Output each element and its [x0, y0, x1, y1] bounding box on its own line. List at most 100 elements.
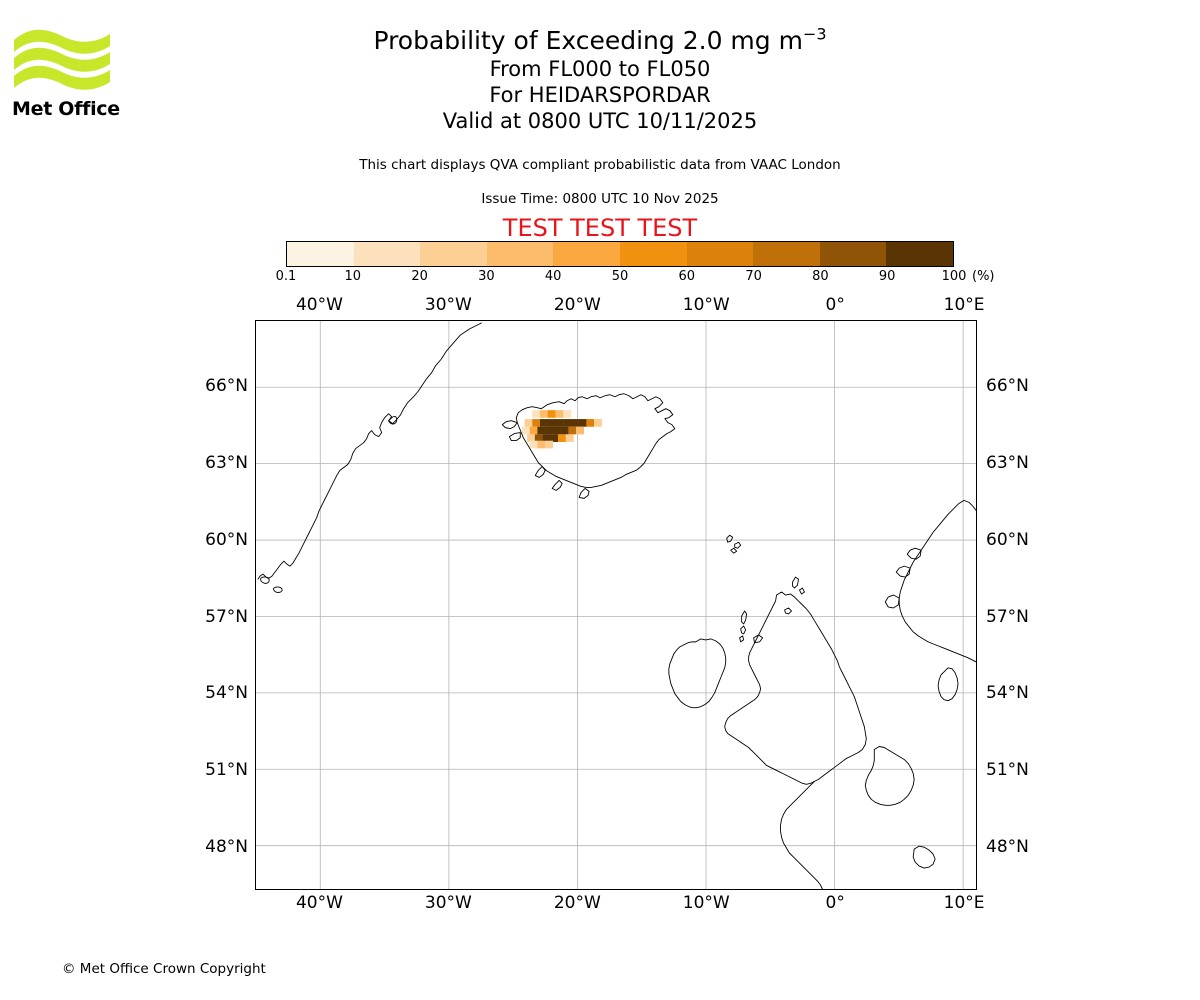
page-title: Probability of Exceeding 2.0 mg m−3: [0, 26, 1200, 56]
valid-time-line: Valid at 0800 UTC 10/11/2025: [442, 109, 758, 133]
probability-cell: [524, 419, 533, 427]
colorbar-band-3: [486, 242, 554, 266]
colorbar-tick-20: 20: [411, 269, 428, 284]
lon-label-10°W: 10°W: [682, 295, 730, 315]
probability-cell: [594, 419, 602, 427]
probability-cell: [547, 419, 556, 427]
test-banner: TEST TEST TEST: [502, 214, 698, 242]
colorbar-tick-10: 10: [344, 269, 362, 284]
colorbar-unit-label: (%): [972, 269, 995, 284]
colorbar-band-7: [753, 242, 820, 266]
page-title-exponent: −3: [802, 24, 827, 44]
colorbar-tick-60: 60: [678, 269, 696, 284]
colorbar-band-0: [287, 242, 354, 266]
colorbar-tick-90: 90: [878, 269, 896, 284]
colorbar-tick-70: 70: [745, 269, 762, 284]
probability-cell: [545, 440, 554, 449]
colorbar-bands: [286, 241, 954, 267]
lat-label-left-57°N: 57°N: [205, 606, 248, 627]
lat-label-left-51°N: 51°N: [205, 759, 248, 780]
flight-level-line: From FL000 to FL050: [489, 57, 711, 81]
lat-label-right-51°N: 51°N: [986, 759, 1029, 780]
probability-cell: [537, 440, 546, 449]
probability-cell: [555, 419, 564, 427]
probability-cell: [550, 434, 559, 442]
lat-label-right-54°N: 54°N: [986, 683, 1029, 704]
probability-cell: [542, 434, 551, 442]
probability-cell: [570, 419, 579, 427]
probability-cell: [552, 426, 561, 435]
lon-label-40°W: 40°W: [295, 295, 343, 315]
probability-cell: [586, 419, 595, 427]
map-gridlines: [256, 321, 976, 889]
copyright-notice: © Met Office Crown Copyright: [62, 961, 266, 977]
lon-label-10°E: 10°E: [943, 893, 985, 913]
lat-label-right-48°N: 48°N: [986, 836, 1029, 857]
ash-probability-cells: [522, 410, 602, 449]
colorbar-band-6: [686, 242, 754, 266]
page-title-text: Probability of Exceeding 2.0 mg m: [373, 26, 803, 55]
probability-cell: [532, 419, 541, 427]
probability-cell: [547, 410, 556, 418]
colorbar-tick-labels: 0.1 10 20 30 40 50 60 70 80 90 100: [276, 269, 967, 287]
colorbar-band-4: [553, 242, 620, 266]
location-line: For HEIDARSPORDAR: [489, 83, 711, 107]
colorbar-tick-0.1: 0.1: [275, 269, 297, 284]
lat-label-right-63°N: 63°N: [986, 453, 1029, 474]
probability-cell: [563, 419, 572, 427]
lon-label-20°W: 20°W: [553, 893, 601, 913]
probability-cell: [529, 426, 538, 435]
probability-cell: [534, 434, 543, 442]
lat-label-left-54°N: 54°N: [205, 683, 248, 704]
title-block: Probability of Exceeding 2.0 mg m−3 From…: [0, 26, 1200, 134]
colorbar-band-9: [886, 242, 953, 266]
probability-cell: [540, 419, 548, 427]
colorbar-tick-30: 30: [478, 269, 495, 284]
lon-label-0°: 0°: [825, 295, 845, 315]
colorbar-tick-40: 40: [544, 269, 562, 284]
qva-note: This chart displays QVA compliant probab…: [359, 157, 841, 173]
issue-time: Issue Time: 0800 UTC 10 Nov 2025: [481, 191, 719, 207]
lon-label-10°W: 10°W: [682, 893, 730, 913]
colorbar-tick-50: 50: [611, 269, 629, 284]
probability-cell: [545, 426, 554, 435]
probability-cell: [558, 434, 566, 442]
probability-cell: [537, 426, 546, 435]
probability-cell: [527, 434, 536, 442]
lon-label-0°: 0°: [825, 893, 845, 913]
map-plot-area: [255, 320, 977, 890]
probability-cell: [529, 440, 538, 449]
coastlines: [257, 322, 976, 889]
lat-label-left-66°N: 66°N: [205, 376, 248, 397]
met-office-logo: Met Office: [12, 24, 122, 120]
lon-label-30°W: 30°W: [424, 893, 472, 913]
colorbar-band-1: [353, 242, 421, 266]
logo-brand-text: Met Office: [12, 98, 120, 120]
lat-label-right-57°N: 57°N: [986, 606, 1029, 627]
probability-cell: [555, 410, 564, 418]
probability-cell: [540, 410, 548, 418]
lat-label-right-60°N: 60°N: [986, 529, 1029, 550]
lat-label-left-60°N: 60°N: [205, 529, 248, 550]
lon-label-20°W: 20°W: [553, 295, 601, 315]
colorbar-tick-100: 100: [941, 269, 967, 284]
probability-cell: [576, 426, 584, 435]
colorbar-band-5: [619, 242, 687, 266]
logo-waves-icon: [14, 29, 110, 90]
lon-label-30°W: 30°W: [424, 295, 472, 315]
colorbar-band-8: [819, 242, 887, 266]
probability-cell: [532, 410, 541, 418]
colorbar-band-2: [420, 242, 487, 266]
probability-cell: [560, 426, 569, 435]
lon-label-10°E: 10°E: [943, 295, 985, 315]
probability-cell: [565, 434, 574, 442]
map-svg: [256, 321, 976, 889]
lon-label-40°W: 40°W: [295, 893, 343, 913]
probability-colorbar: [286, 241, 954, 267]
lat-label-left-63°N: 63°N: [205, 453, 248, 474]
probability-cell: [568, 426, 577, 435]
probability-cell: [522, 426, 530, 435]
lat-label-right-66°N: 66°N: [986, 376, 1029, 397]
colorbar-tick-80: 80: [812, 269, 829, 284]
probability-cell: [578, 419, 587, 427]
